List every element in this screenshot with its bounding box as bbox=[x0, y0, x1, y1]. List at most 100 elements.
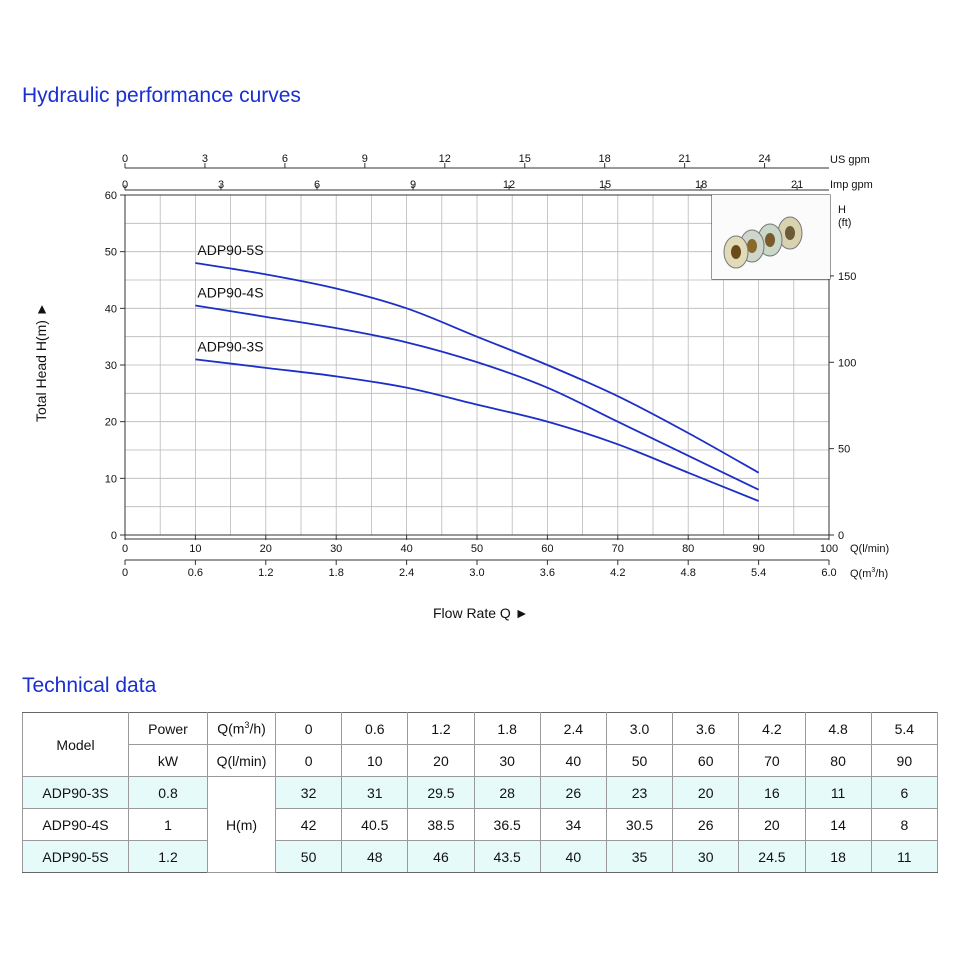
series-line-adp90-3s bbox=[195, 358, 759, 502]
chart-title: Hydraulic performance curves bbox=[22, 84, 301, 107]
q-lmin-cell: 60 bbox=[672, 744, 740, 777]
y-tick-label: 40 bbox=[105, 303, 117, 315]
table-row: ADP90-4S 1 42 40.5 38.5 36.5 34 30.5 26 … bbox=[22, 808, 939, 841]
y-tick-label: 50 bbox=[105, 247, 117, 259]
x-tick-label-impgpm: 21 bbox=[791, 179, 803, 191]
x-tick-label-lmin: 100 bbox=[820, 543, 838, 555]
y-tick-label: 10 bbox=[105, 473, 117, 485]
x-tick-label-impgpm: 9 bbox=[410, 179, 416, 191]
h-label-cell: H(m) bbox=[207, 776, 276, 873]
head-cell: 38.5 bbox=[407, 808, 475, 841]
q-m3h-cell: 3.0 bbox=[605, 712, 674, 745]
x-tick-label-impgpm: 0 bbox=[122, 179, 128, 191]
x-axis-title: Flow Rate Q ► bbox=[433, 605, 529, 621]
x-tick-label-m3h: 1.2 bbox=[258, 567, 273, 579]
x-tick-label-usgpm: 0 bbox=[122, 153, 128, 165]
x-tick-label-m3h: 5.4 bbox=[751, 567, 766, 579]
y-tick-label: 0 bbox=[111, 530, 117, 542]
technical-data-table: Model Power Q(m3/h) 0 0.6 1.2 1.8 2.4 3.… bbox=[22, 712, 939, 873]
x-tick-label-impgpm: 15 bbox=[599, 179, 611, 191]
q-m3h-cell: 3.6 bbox=[672, 712, 740, 745]
head-cell: 8 bbox=[870, 808, 939, 841]
x-unit-usgpm: US gpm bbox=[830, 154, 870, 166]
x-tick-label-m3h: 2.4 bbox=[399, 567, 414, 579]
model-cell: ADP90-5S bbox=[22, 840, 129, 873]
y-axis-title: Total Head H(m) ► bbox=[33, 302, 49, 422]
table-header-row-m3h: Model Power Q(m3/h) 0 0.6 1.2 1.8 2.4 3.… bbox=[22, 712, 939, 777]
head-cell: 26 bbox=[539, 776, 607, 809]
q-lmin-cell: 90 bbox=[870, 744, 939, 777]
head-cell: 23 bbox=[605, 776, 674, 809]
x-tick-label-usgpm: 15 bbox=[519, 153, 531, 165]
x-tick-label-m3h: 0.6 bbox=[188, 567, 203, 579]
head-cell: 28 bbox=[473, 776, 541, 809]
q-lmin-cell: 30 bbox=[473, 744, 541, 777]
x-tick-label-lmin: 60 bbox=[541, 543, 553, 555]
pump-impeller-image bbox=[711, 194, 831, 280]
head-cell: 35 bbox=[605, 840, 674, 873]
q-m3h-cell: 0.6 bbox=[341, 712, 409, 745]
x-tick-label-impgpm: 18 bbox=[695, 179, 707, 191]
x-tick-label-usgpm: 6 bbox=[282, 153, 288, 165]
head-cell: 30.5 bbox=[605, 808, 674, 841]
q-lmin-cell: 0 bbox=[274, 744, 343, 777]
model-cell: ADP90-4S bbox=[22, 808, 129, 841]
x-tick-label-lmin: 30 bbox=[330, 543, 342, 555]
x-tick-label-usgpm: 18 bbox=[599, 153, 611, 165]
x-tick-label-m3h: 3.0 bbox=[469, 567, 484, 579]
head-cell: 26 bbox=[672, 808, 740, 841]
chart-series: ADP90-5S ADP90-4S ADP90-3S bbox=[195, 242, 760, 502]
x-tick-label-impgpm: 12 bbox=[503, 179, 515, 191]
x-tick-label-lmin: 70 bbox=[612, 543, 624, 555]
head-cell: 20 bbox=[738, 808, 806, 841]
head-cell: 24.5 bbox=[738, 840, 806, 873]
head-cell: 31 bbox=[341, 776, 409, 809]
head-cell: 6 bbox=[870, 776, 939, 809]
series-line-adp90-5s bbox=[195, 262, 760, 474]
x-tick-label-lmin: 90 bbox=[752, 543, 764, 555]
head-cell: 29.5 bbox=[407, 776, 475, 809]
head-cell: 30 bbox=[672, 840, 740, 873]
x-unit-lmin: Q(l/min) bbox=[850, 543, 889, 555]
head-cell: 50 bbox=[274, 840, 343, 873]
q-m3h-cell: 1.2 bbox=[407, 712, 475, 745]
head-cell: 20 bbox=[672, 776, 740, 809]
q-lmin-cell: 40 bbox=[539, 744, 607, 777]
x-tick-label-lmin: 50 bbox=[471, 543, 483, 555]
right-tick-label: 100 bbox=[838, 357, 856, 369]
x-tick-label-lmin: 0 bbox=[122, 543, 128, 555]
head-cell: 40 bbox=[539, 840, 607, 873]
x-unit-m3h: Q(m3/h) bbox=[850, 567, 888, 580]
series-label: ADP90-3S bbox=[197, 338, 263, 354]
q-m3h-cell: 1.8 bbox=[473, 712, 541, 745]
head-cell: 42 bbox=[274, 808, 343, 841]
y-tick-label: 30 bbox=[105, 360, 117, 372]
model-cell: ADP90-3S bbox=[22, 776, 129, 809]
x-tick-label-lmin: 20 bbox=[260, 543, 272, 555]
q-m3h-cell: 2.4 bbox=[539, 712, 607, 745]
y-tick-label: 60 bbox=[105, 190, 117, 202]
q-m3h-cell: 4.2 bbox=[738, 712, 806, 745]
head-cell: 32 bbox=[274, 776, 343, 809]
power-unit: kW bbox=[128, 744, 208, 777]
x-tick-label-m3h: 4.8 bbox=[681, 567, 696, 579]
y-tick-label: 20 bbox=[105, 417, 117, 429]
q-lmin-cell: 80 bbox=[804, 744, 872, 777]
head-cell: 40.5 bbox=[341, 808, 409, 841]
x-tick-label-m3h: 1.8 bbox=[329, 567, 344, 579]
q-m3h-cell: 4.8 bbox=[804, 712, 872, 745]
q-m3h-cell: 5.4 bbox=[870, 712, 939, 745]
series-line-adp90-4s bbox=[195, 304, 759, 491]
power-header: Power bbox=[128, 712, 208, 745]
right-axis-label-h: H bbox=[838, 204, 846, 216]
x-tick-label-usgpm: 21 bbox=[679, 153, 691, 165]
q-m3h-cell: 0 bbox=[274, 712, 343, 745]
head-cell: 48 bbox=[341, 840, 409, 873]
x-tick-label-lmin: 80 bbox=[682, 543, 694, 555]
right-tick-label: 0 bbox=[838, 530, 844, 542]
table-header-row-lmin: kW Q(l/min) 0 10 20 30 40 50 60 70 80 90 bbox=[23, 744, 939, 777]
x-unit-impgpm: Imp gpm bbox=[830, 179, 873, 191]
table-row: ADP90-5S 1.2 50 48 46 43.5 40 35 30 24.5… bbox=[22, 840, 939, 873]
power-cell: 1 bbox=[128, 808, 208, 841]
